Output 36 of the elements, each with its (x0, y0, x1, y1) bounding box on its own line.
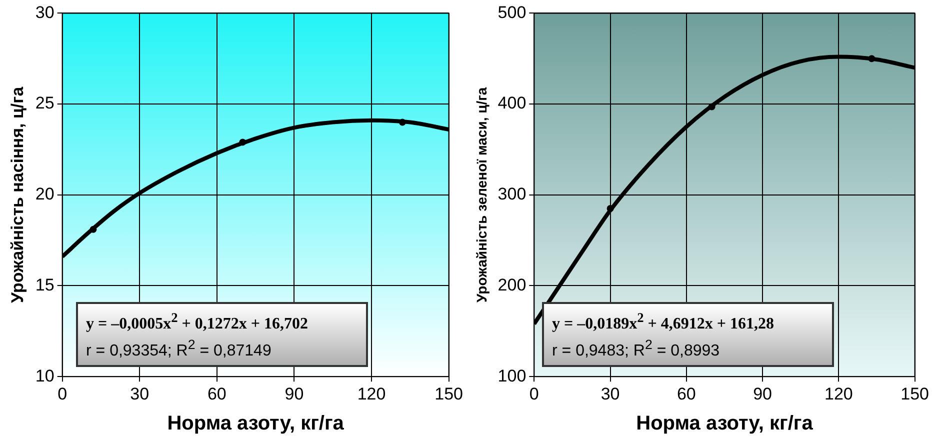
y-tick-label: 200 (498, 275, 526, 294)
point (868, 55, 876, 62)
x-tick-label: 120 (824, 384, 853, 404)
x-tick-label: 120 (357, 384, 386, 404)
annotation: r = 0,9483; R$^{2}$ = 0,8993 (552, 336, 721, 361)
x-axis-title: Норма азоту, кг/га (167, 412, 345, 435)
x-tick-label: 90 (753, 384, 772, 404)
x-tick-label: 90 (284, 384, 304, 404)
y-tick-label: 10 (35, 366, 54, 386)
point (398, 118, 406, 126)
y-tick-label: 30 (35, 2, 54, 22)
y-tick-label: 25 (35, 94, 54, 113)
y-tick-label: 15 (35, 275, 54, 294)
annotation: r = 0,93354; R$^{2}$ = 0,87149 (86, 336, 272, 361)
x-tick-label: 60 (207, 384, 226, 404)
x-tick-label: 30 (600, 384, 620, 404)
point (708, 103, 716, 110)
y-axis-title: Урожайність насіння, ц/га (8, 86, 27, 303)
y-tick-label: 400 (498, 94, 526, 113)
x-tick-label: 30 (130, 384, 150, 404)
annotation: y = –0,0189x$^{2}$ + 4,6912x + 161,28 (552, 309, 776, 335)
x-tick-label: 60 (676, 384, 696, 404)
y-tick-label: 300 (498, 184, 526, 204)
y-tick-label: 100 (498, 366, 526, 386)
x-axis-title: Норма азоту, кг/га (636, 412, 814, 435)
y-axis-title: Урожайність зеленої маси, ц/га (473, 87, 490, 302)
x-tick-label: 150 (434, 384, 464, 404)
y-tick-label: 500 (498, 2, 526, 22)
point (239, 138, 246, 146)
x-tick-label: 0 (529, 384, 539, 404)
annotation: y = –0,0005x$^{2}$ + 0,1272x + 16,702 (86, 309, 310, 335)
x-tick-label: 0 (58, 384, 68, 404)
point (90, 226, 97, 233)
y-tick-label: 20 (35, 184, 54, 204)
x-tick-label: 150 (900, 384, 930, 404)
point (606, 205, 614, 212)
